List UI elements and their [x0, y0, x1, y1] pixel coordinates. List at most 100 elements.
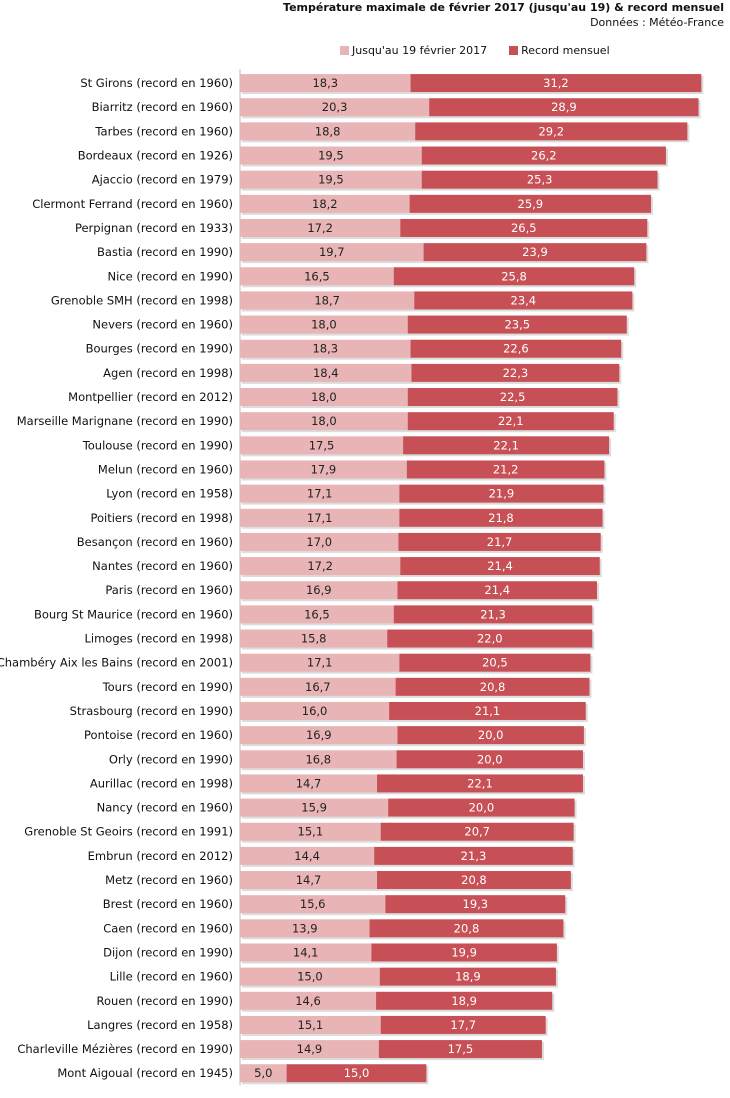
- data-label-jusqu: 17,2: [307, 221, 333, 235]
- bar-record: [399, 653, 591, 672]
- bar-record: [429, 98, 699, 117]
- data-label-record: 25,3: [527, 173, 553, 187]
- bar-jusqu: [240, 846, 375, 865]
- category-label: Bordeaux (record en 1926): [78, 149, 233, 163]
- category-label: Ajaccio (record en 1979): [92, 173, 233, 187]
- bar-record: [399, 508, 603, 527]
- data-label-record: 20,8: [461, 873, 487, 887]
- category-label: Rouen (record en 1990): [97, 994, 233, 1008]
- chart-source: Données : Météo-France: [590, 16, 724, 29]
- data-label-jusqu: 13,9: [292, 921, 318, 935]
- data-label-jusqu: 18,2: [312, 197, 338, 211]
- data-label-jusqu: 14,7: [296, 873, 322, 887]
- category-label: Chambéry Aix les Bains (record en 2001): [0, 656, 233, 670]
- bar-jusqu: [240, 871, 378, 890]
- category-label: Bourges (record en 1990): [86, 342, 233, 356]
- bar-jusqu: [240, 170, 422, 189]
- bar-record: [377, 871, 571, 890]
- bar-jusqu: [240, 822, 381, 841]
- category-label: Besançon (record en 1960): [77, 535, 233, 549]
- bar-record: [369, 919, 564, 938]
- bar-jusqu: [240, 919, 370, 938]
- bar-record: [376, 991, 553, 1010]
- data-label-jusqu: 18,4: [313, 366, 339, 380]
- category-label: Paris (record en 1960): [105, 583, 233, 597]
- data-label-record: 22,5: [500, 390, 526, 404]
- category-label: Montpellier (record en 2012): [68, 390, 233, 404]
- category-label: Nantes (record en 1960): [92, 559, 233, 573]
- data-label-jusqu: 14,7: [296, 776, 322, 790]
- data-label-record: 20,0: [469, 801, 495, 815]
- category-label: Poitiers (record en 1998): [90, 511, 233, 525]
- bar-record: [380, 822, 574, 841]
- bar-jusqu: [240, 557, 401, 576]
- data-label-jusqu: 17,1: [307, 656, 333, 670]
- bar-record: [398, 532, 601, 551]
- category-label: Metz (record en 1960): [105, 873, 233, 887]
- data-label-record: 21,1: [475, 704, 501, 718]
- category-label: Tarbes (record en 1960): [94, 124, 233, 138]
- bar-jusqu: [240, 484, 400, 503]
- bar-jusqu: [240, 701, 390, 720]
- data-label-jusqu: 18,8: [315, 124, 341, 138]
- bar-record: [374, 846, 573, 865]
- bar-jusqu: [240, 991, 377, 1010]
- category-label: Charleville Mézières (record en 1990): [17, 1042, 233, 1056]
- bar-jusqu: [240, 798, 389, 817]
- data-label-jusqu: 15,1: [298, 1018, 324, 1032]
- bar-jusqu: [240, 412, 408, 431]
- data-label-jusqu: 20,3: [322, 100, 348, 114]
- data-label-record: 20,0: [477, 752, 503, 766]
- bar-record: [380, 1015, 546, 1034]
- bar-record: [396, 750, 583, 769]
- data-label-jusqu: 14,4: [294, 849, 320, 863]
- bar-record: [407, 388, 618, 407]
- data-label-record: 20,8: [454, 921, 480, 935]
- data-label-jusqu: 16,7: [305, 680, 331, 694]
- bar-record: [423, 243, 647, 262]
- data-label-record: 22,0: [477, 632, 503, 646]
- category-label: Tours (record en 1990): [102, 680, 233, 694]
- data-label-jusqu: 19,7: [319, 245, 345, 259]
- category-label: St Girons (record en 1960): [80, 76, 233, 90]
- bar-record: [421, 170, 658, 189]
- bar-jusqu: [240, 436, 404, 455]
- bar-record: [399, 484, 604, 503]
- bar-record: [407, 412, 614, 431]
- chart-legend: Jusqu'au 19 février 2017 Record mensuel: [340, 44, 632, 57]
- legend-label-record: Record mensuel: [521, 44, 610, 57]
- category-label: Nevers (record en 1960): [92, 318, 233, 332]
- data-label-jusqu: 18,7: [314, 293, 340, 307]
- data-label-jusqu: 17,9: [311, 462, 337, 476]
- bar-record: [393, 605, 593, 624]
- category-label: Perpignan (record en 1933): [75, 221, 233, 235]
- data-label-jusqu: 5,0: [254, 1066, 272, 1080]
- data-label-jusqu: 18,3: [312, 76, 338, 90]
- bar-record: [397, 581, 597, 600]
- category-label: Nice (record en 1990): [107, 269, 233, 283]
- data-label-jusqu: 18,0: [311, 414, 337, 428]
- category-label: Dijon (record en 1990): [103, 945, 233, 959]
- bar-record: [389, 701, 586, 720]
- bar-record: [397, 726, 584, 745]
- data-label-record: 25,9: [518, 197, 544, 211]
- bar-record: [407, 315, 627, 334]
- bar-record: [286, 1064, 427, 1083]
- bar-jusqu: [240, 629, 388, 648]
- bar-jusqu: [240, 291, 415, 310]
- category-label: Orly (record en 1990): [109, 752, 233, 766]
- data-label-jusqu: 15,9: [301, 801, 327, 815]
- bar-jusqu: [240, 1064, 287, 1083]
- data-label-record: 26,5: [511, 221, 537, 235]
- bar-record: [400, 218, 648, 237]
- data-label-record: 22,1: [493, 438, 519, 452]
- category-label: Bourg St Maurice (record en 1960): [34, 607, 233, 621]
- category-label: Lyon (record en 1958): [106, 487, 233, 501]
- bar-record: [409, 194, 652, 213]
- category-label: Bastia (record en 1990): [97, 245, 233, 259]
- legend-item-jusqu: Jusqu'au 19 février 2017: [340, 44, 487, 57]
- bar-jusqu: [240, 339, 411, 358]
- bar-jusqu: [240, 581, 398, 600]
- bar-jusqu: [240, 146, 422, 165]
- data-label-record: 31,2: [543, 76, 569, 90]
